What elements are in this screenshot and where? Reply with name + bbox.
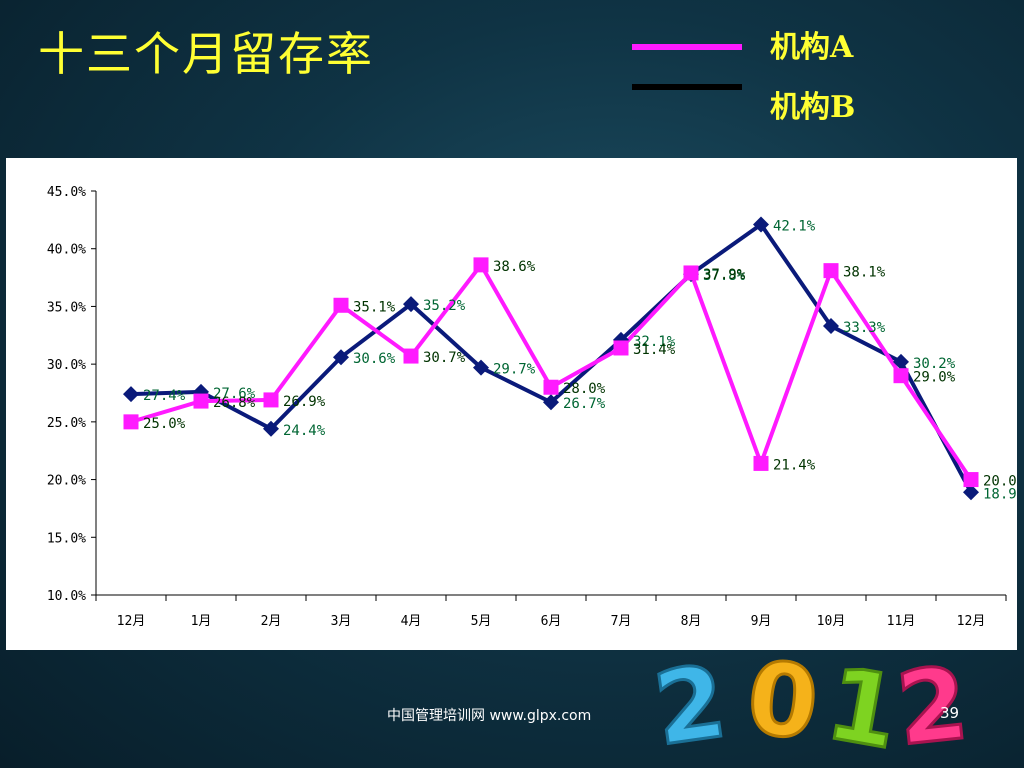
series-a-point [753,455,769,471]
y-tick-label: 35.0% [47,300,86,315]
series-a-point [683,265,699,281]
series-a-data-label: 25.0% [143,416,186,432]
series-b-point [123,386,139,403]
series-b-point [823,318,839,335]
series-a-data-label: 37.9% [703,267,746,283]
x-tick-label: 9月 [751,614,772,629]
series-a-point [543,379,559,395]
series-a-data-label: 38.1% [843,265,886,281]
series-a-point [823,263,839,279]
line-chart: 10.0% 15.0% 20.0% 25.0% 30.0% 35.0% 40.0% 45.0%… [47,185,1017,629]
series-b-data-label: 26.7% [563,396,606,412]
legend-label-b: 机构B [770,90,856,125]
year-2012-decoration-icon: 2 0 1 2 [650,640,975,760]
series-a-data-label: 31.4% [633,342,676,358]
y-tick-label: 30.0% [47,358,86,373]
series-a-point [333,297,349,313]
series-a-point [613,340,629,356]
series-a-point [893,368,909,384]
series-a-line [130,262,973,481]
legend-swatch-a [632,44,742,50]
legend-swatch-b [632,84,742,90]
series-a-data-label: 30.7% [423,350,466,366]
series-b-point [333,349,349,366]
footer-text: 中国管理培训网 www.glpx.com [387,708,592,724]
series-a-data-label: 20.0% [983,474,1017,490]
series-a-point [963,472,979,488]
legend-label-a: 机构A [770,30,854,65]
x-tick-label: 7月 [611,614,632,629]
x-tick-label: 5月 [471,614,492,629]
series-b-data-label: 27.4% [143,388,186,404]
series-a-data-label: 26.8% [213,395,256,411]
x-tick-label: 3月 [331,614,352,629]
svg-text:2: 2 [892,644,973,760]
series-b-data-label: 35.2% [423,298,466,314]
series-b-point [753,216,769,233]
series-b-data-label: 27.6% [213,386,256,402]
series-b-data-label: 37.8% [703,268,746,284]
y-tick-label: 15.0% [47,531,86,546]
x-tick-label: 8月 [681,614,702,629]
svg-text:0: 0 [742,640,823,760]
series-b-data-label: 42.1% [773,218,816,234]
series-b-point [403,296,419,313]
series-a-data-label: 21.4% [773,457,816,473]
series-b-data-label: 18.9% [983,486,1017,502]
series-b-data-label: 29.7% [493,362,536,378]
x-tick-label: 12月 [117,614,146,629]
series-a-data-label: 26.9% [283,394,326,410]
series-b-point [473,359,489,376]
y-tick-label: 25.0% [47,416,86,431]
page-number: 39 [940,704,960,722]
slide-title: 十三个月留存率 [38,27,374,81]
x-tick-label: 11月 [887,614,916,629]
x-tick-label: 6月 [541,614,562,629]
x-tick-label: 12月 [957,614,986,629]
series-b-data-label: 32.1% [633,334,676,350]
series-b-point [963,484,979,501]
x-tick-label: 4月 [401,614,422,629]
series-a-point [123,414,139,430]
series-a-data-label: 28.0% [563,381,606,397]
series-a-point [473,257,489,273]
series-a-data-label: 38.6% [493,259,536,275]
y-tick-label: 40.0% [47,243,86,258]
series-b-data-label: 24.4% [283,423,326,439]
y-tick-label: 20.0% [47,474,86,489]
series-b-data-label: 33.3% [843,320,886,336]
y-tick-label: 45.0% [47,185,86,200]
series-b-point [263,420,279,437]
series-a-point [403,348,419,364]
y-tick-label: 10.0% [47,589,86,604]
series-a-point [263,392,279,408]
x-tick-label: 1月 [191,614,212,629]
chart-panel: 10.0% 15.0% 20.0% 25.0% 30.0% 35.0% 40.0% 45.0%… [6,158,1017,650]
series-b-point [543,394,559,411]
series-a-data-label: 35.1% [353,299,396,315]
svg-text:2: 2 [650,643,733,760]
x-tick-label: 2月 [261,614,282,629]
series-a-point [193,393,209,409]
series-b-point [893,353,909,370]
x-tick-label: 10月 [817,614,846,629]
series-b-data-label: 30.6% [353,351,396,367]
series-a-data-label: 29.0% [913,370,956,386]
series-b-data-label: 30.2% [913,356,956,372]
